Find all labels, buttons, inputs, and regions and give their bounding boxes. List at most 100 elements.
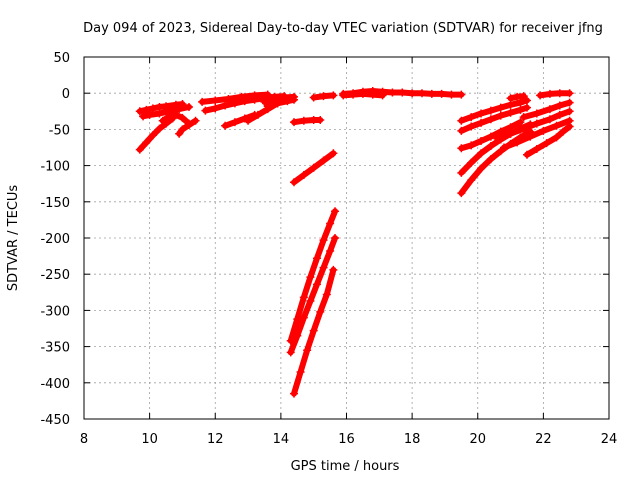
data-point (224, 94, 233, 103)
series-arc-16 (290, 265, 338, 398)
y-tick-label: -400 (40, 377, 70, 392)
series-arc-29 (522, 122, 574, 159)
data-point (198, 97, 207, 106)
data-point (539, 126, 548, 135)
data-point (253, 110, 262, 119)
series-arc-14 (286, 207, 340, 345)
series-trace (537, 90, 573, 99)
data-point (326, 247, 335, 256)
series-trace (523, 123, 573, 158)
data-point (319, 156, 328, 165)
data-point (145, 110, 154, 119)
data-point (329, 265, 338, 274)
data-point (545, 89, 554, 98)
data-point (559, 127, 568, 136)
data-point (457, 168, 466, 177)
data-point (331, 234, 340, 242)
series-arc-28 (500, 116, 574, 152)
data-point (312, 254, 321, 263)
data-point (230, 99, 239, 108)
y-tick-label: -350 (40, 341, 70, 356)
data-point (506, 108, 515, 117)
data-point (316, 307, 325, 316)
data-point (486, 106, 495, 115)
data-point (516, 105, 525, 114)
data-point (273, 99, 282, 108)
data-point (552, 121, 561, 130)
data-point (306, 296, 315, 305)
data-point (329, 149, 338, 158)
y-tick-label: -100 (40, 160, 70, 175)
x-tick-label: 24 (601, 432, 618, 447)
data-point (388, 88, 397, 97)
data-point (477, 118, 486, 127)
data-point (296, 367, 305, 376)
data-point (519, 113, 528, 122)
data-point (303, 346, 312, 355)
data-point (309, 93, 318, 102)
chart-title: Day 094 of 2023, Sidereal Day-to-day VTE… (83, 21, 603, 36)
data-point (319, 92, 328, 101)
y-tick-label: -250 (40, 268, 70, 283)
y-tick-label: -300 (40, 304, 70, 319)
data-point (477, 149, 486, 158)
data-point (165, 112, 174, 121)
data-point (171, 110, 180, 119)
data-point (513, 138, 522, 147)
data-point (477, 109, 486, 118)
data-point (565, 98, 574, 107)
data-point (286, 348, 295, 357)
data-point (457, 189, 466, 198)
series-arc-27 (493, 107, 574, 143)
data-point (398, 88, 407, 97)
data-point (230, 118, 239, 127)
data-point (142, 105, 151, 114)
y-tick-label: 0 (62, 87, 70, 102)
data-point (378, 91, 387, 100)
data-point (486, 155, 495, 164)
data-point (175, 105, 184, 114)
data-point (250, 95, 259, 104)
data-point (299, 293, 308, 302)
data-point (211, 104, 220, 113)
data-point (221, 101, 230, 110)
data-point (447, 90, 456, 99)
data-point (155, 109, 164, 118)
data-point (467, 122, 476, 131)
data-point (178, 113, 187, 122)
data-point (519, 124, 528, 133)
series-arc-25 (506, 92, 528, 103)
series-trace (287, 235, 339, 356)
x-tick-label: 18 (404, 432, 421, 447)
data-point (506, 94, 515, 103)
data-point (496, 127, 505, 136)
data-point (290, 118, 298, 127)
data-point (309, 163, 318, 172)
y-tick-label: -200 (40, 232, 70, 247)
data-point (135, 145, 144, 154)
series-arc-2 (139, 102, 193, 121)
data-point (457, 90, 466, 99)
data-point (263, 102, 272, 111)
x-tick-label: 20 (469, 432, 486, 447)
series-arc-19 (339, 89, 387, 100)
data-point (516, 98, 525, 107)
series-trace (287, 208, 339, 344)
x-tick-label: 22 (535, 432, 552, 447)
data-point (532, 119, 541, 128)
data-point (457, 126, 466, 135)
data-point (532, 144, 541, 153)
y-tick-label: -50 (49, 123, 70, 138)
data-point (526, 132, 535, 141)
data-point (555, 110, 564, 119)
data-point (565, 122, 574, 131)
data-point (358, 89, 367, 98)
data-point (486, 142, 495, 151)
data-point (532, 109, 541, 118)
data-point (522, 150, 531, 159)
series-arc-11 (263, 95, 298, 111)
data-point (175, 129, 184, 138)
data-point (155, 124, 164, 133)
data-point (555, 101, 564, 110)
series-arc-21 (457, 103, 531, 135)
